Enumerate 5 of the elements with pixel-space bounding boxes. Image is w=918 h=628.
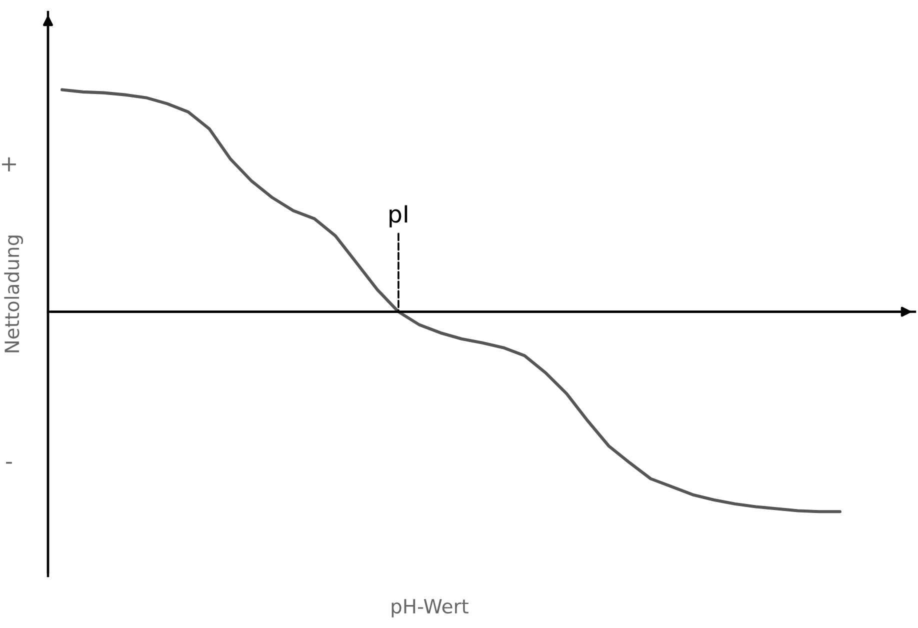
y-axis-title: Nettoladung [4,236,23,352]
text: + [2,157,16,172]
x-axis-title: pH-Wert [392,599,468,618]
annotation: pI [390,205,408,228]
text: - [6,462,12,464]
